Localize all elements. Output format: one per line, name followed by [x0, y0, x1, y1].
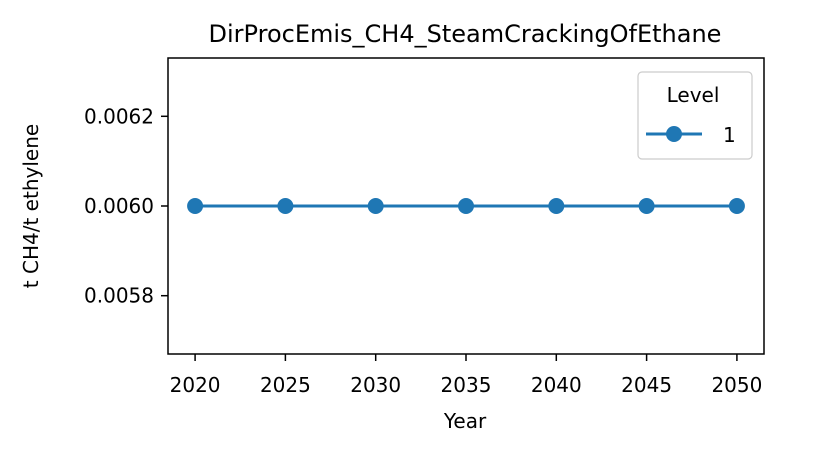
x-axis: 2020 2025 2030 2035 2040 2045 2050 — [170, 354, 762, 397]
legend-series-label: 1 — [723, 123, 736, 147]
legend-box — [637, 71, 753, 160]
data-point — [367, 198, 384, 214]
legend-marker-swatch — [666, 126, 682, 142]
data-point — [728, 198, 745, 214]
y-tick-label: 0.0060 — [84, 194, 154, 218]
x-axis-title: Year — [443, 409, 487, 433]
x-tick-label: 2040 — [531, 373, 582, 397]
x-tick-label: 2025 — [260, 373, 311, 397]
data-point — [638, 198, 655, 214]
y-axis-title: t CH4/t ethylene — [19, 124, 43, 288]
data-point — [548, 198, 565, 214]
data-point — [277, 198, 294, 214]
y-tick-label: 0.0062 — [84, 104, 154, 128]
legend: Level 1 — [637, 71, 753, 160]
y-axis: 0.0058 0.0060 0.0062 — [84, 104, 168, 308]
data-point — [187, 198, 204, 214]
x-tick-label: 2045 — [621, 373, 672, 397]
legend-title: Level — [667, 83, 720, 107]
x-tick-label: 2030 — [350, 373, 401, 397]
series-layer — [187, 198, 745, 214]
x-tick-label: 2020 — [170, 373, 221, 397]
x-tick-label: 2050 — [711, 373, 762, 397]
x-tick-label: 2035 — [441, 373, 492, 397]
data-point — [458, 198, 474, 214]
chart-title: DirProcEmis_CH4_SteamCrackingOfEthane — [209, 20, 722, 48]
y-tick-label: 0.0058 — [84, 284, 154, 308]
